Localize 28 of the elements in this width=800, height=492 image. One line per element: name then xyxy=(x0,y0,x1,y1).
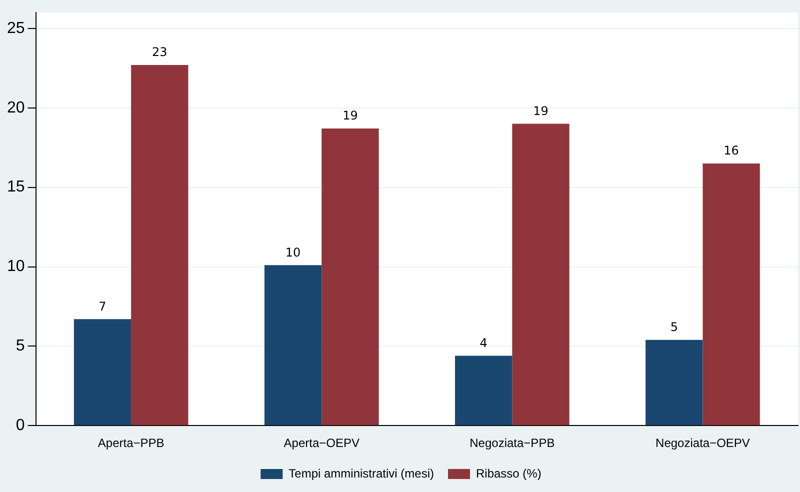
legend-label: Tempi amministrativi (mesi) xyxy=(288,466,434,480)
data-label: 5 xyxy=(670,320,678,334)
legend-label: Ribasso (%) xyxy=(476,466,542,480)
bar xyxy=(646,340,703,426)
x-tick-label: Negoziata−OEPV xyxy=(656,436,750,450)
data-label: 16 xyxy=(724,144,739,158)
bar xyxy=(74,319,132,426)
bar xyxy=(131,65,188,426)
y-tick-label: 15 xyxy=(7,178,25,196)
bar xyxy=(512,124,570,426)
x-tick-label: Aperta−OEPV xyxy=(284,436,360,450)
x-tick-label: Negoziata−PPB xyxy=(470,436,555,450)
data-label: 23 xyxy=(152,45,168,60)
bar xyxy=(264,265,322,426)
data-label: 19 xyxy=(533,104,548,118)
x-tick-label: Aperta−PPB xyxy=(98,436,164,450)
y-tick-label: 25 xyxy=(7,20,25,37)
y-tick-label: 10 xyxy=(7,258,25,276)
data-label: 7 xyxy=(98,299,106,314)
bar xyxy=(702,164,760,426)
bar xyxy=(322,128,379,426)
data-label: 19 xyxy=(342,108,358,123)
data-label: 4 xyxy=(480,336,488,350)
y-tick-label: 0 xyxy=(16,417,25,434)
data-label: 10 xyxy=(285,245,301,260)
y-tick-label: 5 xyxy=(16,338,25,355)
bar xyxy=(455,356,512,426)
y-tick-label: 20 xyxy=(7,99,25,116)
